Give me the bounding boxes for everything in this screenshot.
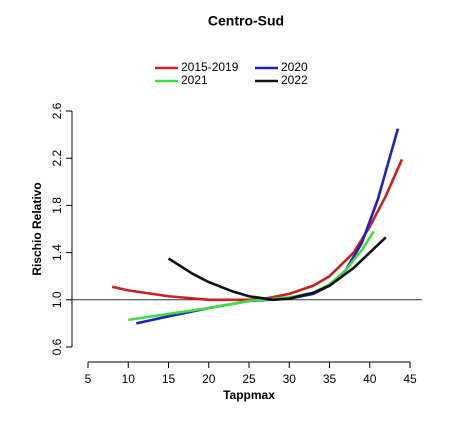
legend-label: 2015-2019 [181, 60, 239, 74]
series-line [167, 236, 387, 302]
x-tick-label: 20 [202, 372, 216, 386]
series-line [136, 128, 400, 325]
x-axis-label: Tappmax [223, 388, 275, 402]
y-tick-label: 1.4 [50, 244, 64, 261]
x-tick-label: 40 [363, 372, 377, 386]
y-tick-label: 2.2 [50, 150, 64, 167]
x-tick-label: 15 [162, 372, 176, 386]
x-tick-label: 35 [323, 372, 337, 386]
series-line [128, 230, 375, 322]
chart-title: Centro-Sud [208, 13, 284, 29]
x-tick-label: 25 [242, 372, 256, 386]
legend-label: 2022 [281, 73, 308, 87]
y-tick-label: 1.8 [50, 197, 64, 214]
x-tick-label: 10 [122, 372, 136, 386]
y-axis-label: Rischio Relativo [30, 182, 44, 275]
x-tick-label: 45 [403, 372, 417, 386]
legend-label: 2021 [181, 73, 208, 87]
legend-label: 2020 [281, 60, 308, 74]
x-tick-label: 5 [85, 372, 92, 386]
y-tick-label: 1.0 [50, 291, 64, 308]
y-tick-label: 0.6 [50, 338, 64, 355]
series-line [111, 158, 404, 302]
x-tick-label: 30 [283, 372, 297, 386]
y-tick-label: 2.6 [50, 102, 64, 119]
